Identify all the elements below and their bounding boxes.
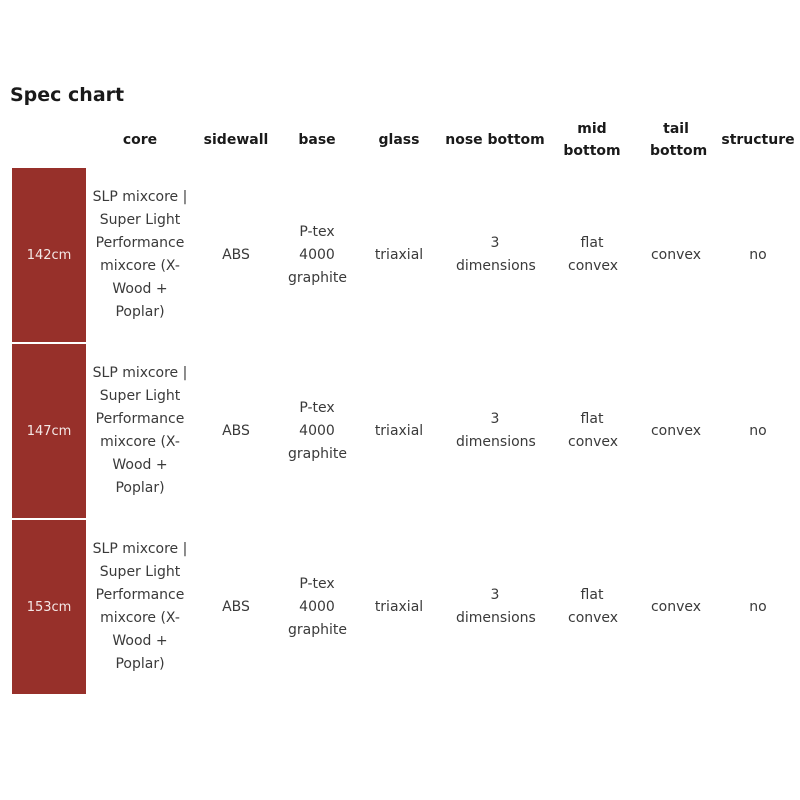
header-glass: glass	[378, 132, 420, 148]
core-cell: SLP mixcore | Super Light Performance mi…	[92, 365, 188, 496]
spec-table: core sidewall base glass nose bottom mid…	[12, 112, 800, 696]
structure-cell: no	[749, 246, 767, 263]
nose-bottom-cell: 3 dimensions	[456, 411, 536, 450]
tail-bottom-cell: convex	[650, 598, 702, 615]
table-row: 142cm SLP mixcore | Super Light Performa…	[12, 168, 800, 342]
nose-bottom-cell: 3 dimensions	[456, 235, 536, 274]
header-sidewall: sidewall	[203, 132, 269, 148]
glass-cell: triaxial	[374, 598, 424, 615]
page-title: Spec chart	[10, 84, 125, 106]
table-row: 153cm SLP mixcore | Super Light Performa…	[12, 520, 800, 694]
header-nose-bottom: nose bottom	[445, 132, 545, 148]
tail-bottom-cell: convex	[650, 246, 702, 263]
tail-bottom-cell: convex	[650, 422, 702, 439]
base-cell: P-tex 4000 graphite	[288, 399, 347, 462]
nose-bottom-cell: 3 dimensions	[456, 587, 536, 626]
header-size	[12, 114, 86, 166]
header-structure: structure	[721, 132, 795, 148]
base-cell: P-tex 4000 graphite	[288, 223, 347, 286]
base-cell: P-tex 4000 graphite	[288, 575, 347, 638]
header-mid-bottom: mid bottom	[563, 121, 621, 159]
glass-cell: triaxial	[374, 246, 424, 263]
size-cell: 147cm	[12, 344, 86, 518]
mid-bottom-cell: flat convex	[568, 411, 619, 450]
core-cell: SLP mixcore | Super Light Performance mi…	[92, 189, 188, 320]
sidewall-cell: ABS	[222, 246, 250, 263]
core-cell: SLP mixcore | Super Light Performance mi…	[92, 541, 188, 672]
structure-cell: no	[749, 422, 767, 439]
sidewall-cell: ABS	[222, 422, 250, 439]
glass-cell: triaxial	[374, 422, 424, 439]
sidewall-cell: ABS	[222, 598, 250, 615]
mid-bottom-cell: flat convex	[568, 235, 619, 274]
header-tail-bottom: tail bottom	[650, 121, 708, 159]
header-row: core sidewall base glass nose bottom mid…	[12, 114, 800, 166]
size-cell: 142cm	[12, 168, 86, 342]
structure-cell: no	[749, 598, 767, 615]
table-row: 147cm SLP mixcore | Super Light Performa…	[12, 344, 800, 518]
mid-bottom-cell: flat convex	[568, 587, 619, 626]
header-base: base	[298, 132, 336, 148]
header-core: core	[122, 132, 158, 148]
size-cell: 153cm	[12, 520, 86, 694]
